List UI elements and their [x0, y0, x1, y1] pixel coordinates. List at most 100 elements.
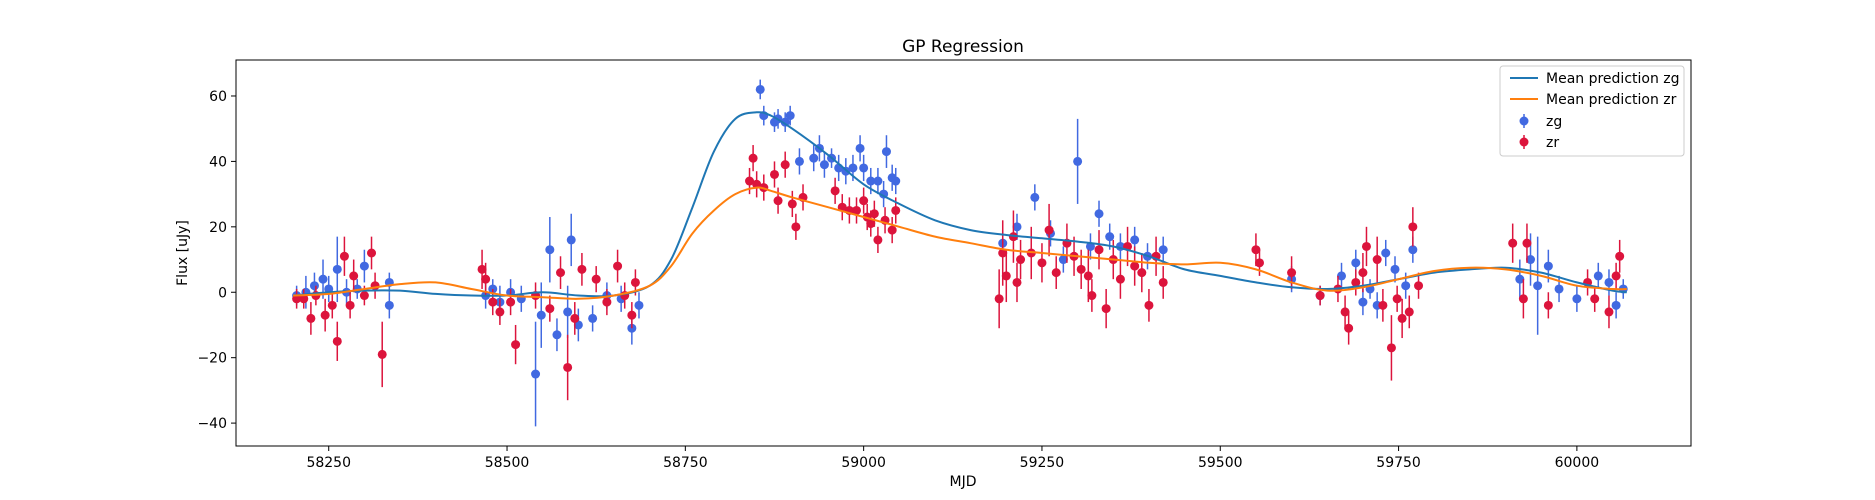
point-zr-67: [1083, 271, 1093, 281]
point-zr-97: [1508, 238, 1518, 248]
point-zr-56: [1001, 271, 1011, 281]
point-zr-70: [1101, 304, 1111, 314]
point-zr-6: [332, 336, 342, 346]
point-zr-16: [488, 297, 498, 307]
x-tick-label-3: 59000: [841, 455, 886, 471]
point-zr-98: [1518, 294, 1528, 304]
line-mean-prediction-zr: [293, 186, 1627, 300]
point-zr-14: [477, 264, 487, 274]
point-zg-65: [1337, 271, 1347, 281]
point-zr-39: [787, 199, 797, 209]
point-zg-19: [552, 330, 562, 340]
point-zr-19: [511, 340, 521, 350]
x-tick-label-1: 58500: [485, 455, 530, 471]
point-zr-54: [994, 294, 1004, 304]
point-zr-32: [745, 176, 755, 186]
point-zg-82: [1611, 300, 1621, 310]
point-zr-81: [1287, 268, 1297, 278]
point-zr-18: [506, 297, 516, 307]
y-tick-label-2: 0: [218, 285, 227, 301]
point-zr-92: [1392, 294, 1402, 304]
point-zg-76: [1533, 281, 1543, 291]
point-zr-43: [837, 202, 847, 212]
point-zr-40: [791, 222, 801, 232]
point-zr-74: [1130, 261, 1140, 271]
y-tick-label-4: 40: [209, 154, 227, 170]
point-zr-75: [1137, 268, 1147, 278]
y-tick-label-1: −20: [197, 351, 227, 367]
point-zr-63: [1051, 268, 1061, 278]
x-tick-label-0: 58250: [306, 455, 351, 471]
point-zr-24: [570, 313, 580, 323]
point-zr-66: [1076, 264, 1086, 274]
point-zr-2: [306, 313, 316, 323]
point-zg-18: [545, 245, 555, 255]
point-zr-85: [1344, 323, 1354, 333]
point-zr-102: [1590, 294, 1600, 304]
point-zr-53: [891, 205, 901, 215]
point-zr-90: [1378, 300, 1388, 310]
legend-label-zr: zr: [1546, 135, 1559, 151]
series-zg: [292, 79, 1628, 427]
point-zr-99: [1522, 238, 1532, 248]
point-zg-67: [1358, 297, 1368, 307]
point-zr-28: [613, 261, 623, 271]
point-zr-103: [1604, 307, 1614, 317]
x-tick-label-7: 60000: [1555, 455, 1600, 471]
point-zg-33: [785, 111, 795, 121]
point-zr-23: [563, 362, 573, 372]
point-zr-27: [602, 297, 612, 307]
point-zg-3: [318, 274, 328, 284]
point-zg-51: [1012, 222, 1022, 232]
point-zg-70: [1381, 248, 1391, 258]
point-zr-78: [1158, 277, 1168, 287]
legend-marker-zg: [1519, 116, 1529, 126]
point-zr-8: [345, 300, 355, 310]
point-zr-15: [481, 274, 491, 284]
point-zr-91: [1386, 343, 1396, 353]
x-tick-label-4: 59250: [1020, 455, 1065, 471]
point-zg-55: [1073, 156, 1083, 166]
point-zg-54: [1058, 255, 1068, 265]
point-zr-62: [1044, 225, 1054, 235]
point-zr-7: [339, 251, 349, 261]
legend-box: [1499, 65, 1685, 157]
point-zr-17: [495, 307, 505, 317]
point-zg-71: [1390, 264, 1400, 274]
point-zg-41: [848, 163, 858, 173]
point-zr-68: [1087, 291, 1097, 301]
point-zg-62: [1158, 245, 1168, 255]
point-zg-43: [859, 163, 869, 173]
point-zg-16: [531, 369, 541, 379]
point-zg-72: [1401, 281, 1411, 291]
point-zg-20: [563, 307, 573, 317]
point-zg-60: [1130, 235, 1140, 245]
point-zr-94: [1404, 307, 1414, 317]
point-zg-58: [1105, 232, 1115, 242]
point-zr-31: [630, 277, 640, 287]
point-zr-82: [1315, 291, 1325, 301]
x-axis-label: MJD: [950, 474, 977, 490]
point-zg-8: [359, 261, 369, 271]
point-zr-76: [1144, 300, 1154, 310]
point-zr-100: [1543, 300, 1553, 310]
point-zr-1: [299, 294, 309, 304]
point-zr-11: [367, 248, 377, 258]
point-zg-74: [1515, 274, 1525, 284]
legend-label-zg: zg: [1546, 114, 1562, 130]
point-zr-50: [873, 235, 883, 245]
point-zg-77: [1543, 261, 1553, 271]
y-tick-label-5: 60: [209, 89, 227, 105]
point-zr-10: [359, 291, 369, 301]
point-zr-45: [852, 205, 862, 215]
point-zr-30: [627, 310, 637, 320]
point-zr-79: [1251, 245, 1261, 255]
point-zr-55: [998, 248, 1008, 258]
legend-label-mean-zg: Mean prediction zg: [1546, 71, 1680, 87]
point-zr-38: [780, 160, 790, 170]
point-zg-2: [309, 281, 319, 291]
point-zg-27: [634, 300, 644, 310]
point-zg-73: [1408, 245, 1418, 255]
point-zr-4: [320, 310, 330, 320]
